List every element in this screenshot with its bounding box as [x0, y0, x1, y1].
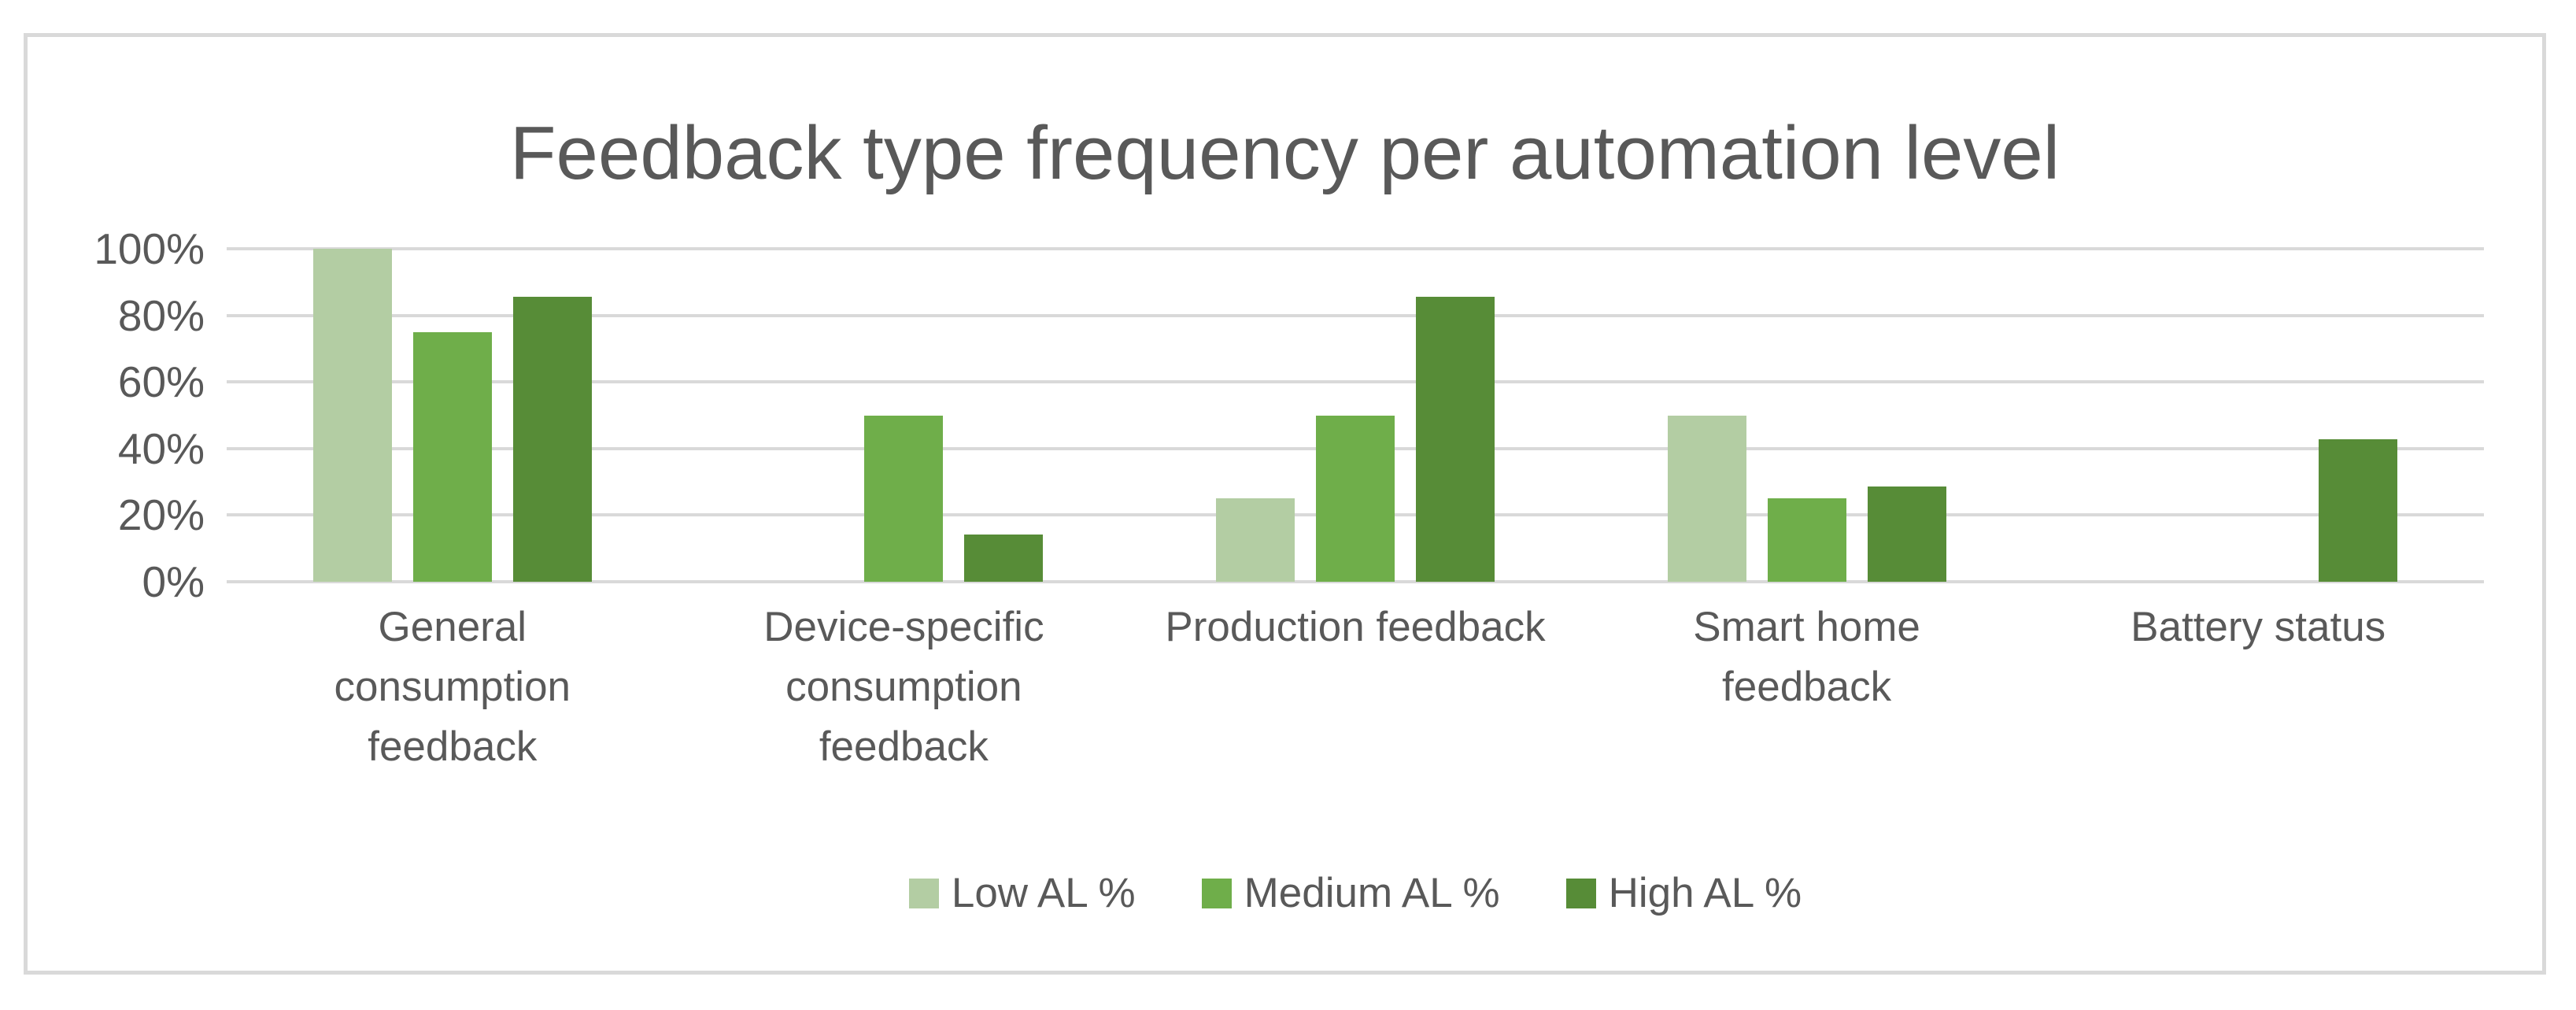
y-tick-label: 20%: [117, 490, 205, 540]
legend-item: Low AL %: [908, 870, 1136, 917]
x-axis-category-labels: General consumption feedback Device-speci…: [227, 597, 2484, 777]
y-axis-tick-labels: 0% 20% 40% 60% 80% 100%: [35, 224, 205, 606]
bar-low-al: [312, 249, 392, 582]
y-tick-label: 80%: [117, 290, 205, 340]
legend-label: Low AL %: [951, 870, 1136, 916]
legend-item: Medium AL %: [1201, 870, 1500, 917]
chart-title: Feedback type frequency per automation l…: [509, 111, 2060, 195]
y-tick-label: 100%: [94, 224, 205, 273]
gridline: [227, 313, 2484, 317]
chart-frame: Feedback type frequency per automation l…: [24, 33, 2546, 975]
bar-low-al: [1667, 415, 1746, 582]
bar-high-al: [1415, 296, 1495, 582]
x-category-label: Battery status: [2131, 604, 2386, 650]
bar-medium-al: [412, 331, 492, 582]
bar-low-al: [1215, 498, 1295, 582]
bar-group: [1129, 249, 1581, 582]
y-tick-label: 0%: [142, 557, 205, 606]
legend-swatch-icon: [1201, 879, 1232, 908]
legend-swatch-icon: [1565, 879, 1596, 908]
bar-medium-al: [864, 415, 944, 582]
legend-swatch-icon: [908, 879, 939, 908]
bar-high-al: [1867, 487, 1946, 582]
bar-group: [227, 249, 678, 582]
gridline: [227, 380, 2484, 384]
bar-medium-al: [1315, 415, 1395, 582]
legend: Low AL % Medium AL % High AL %: [227, 870, 2484, 917]
x-category-label: Smart home feedback: [1693, 604, 1920, 710]
legend-label: Medium AL %: [1244, 870, 1500, 916]
bar-high-al: [964, 534, 1044, 582]
legend-item: High AL %: [1565, 870, 1802, 917]
bar-high-al: [512, 296, 592, 582]
bars-row: [227, 249, 2484, 582]
x-category-label: Device-specific consumption feedback: [763, 604, 1044, 770]
plot-area: [227, 247, 2484, 583]
gridline: [227, 247, 2484, 250]
legend-label: High AL %: [1608, 870, 1802, 916]
bar-group: [678, 249, 1130, 582]
bar-group: [2032, 249, 2484, 582]
y-tick-label: 40%: [117, 424, 205, 473]
x-category-label: Production feedback: [1165, 604, 1546, 650]
bar-high-al: [2319, 438, 2398, 582]
x-category-label: General consumption feedback: [334, 604, 571, 770]
gridline: [227, 580, 2484, 583]
bar-group: [1581, 249, 2033, 582]
y-tick-label: 60%: [117, 357, 205, 407]
bar-medium-al: [1767, 498, 1846, 582]
